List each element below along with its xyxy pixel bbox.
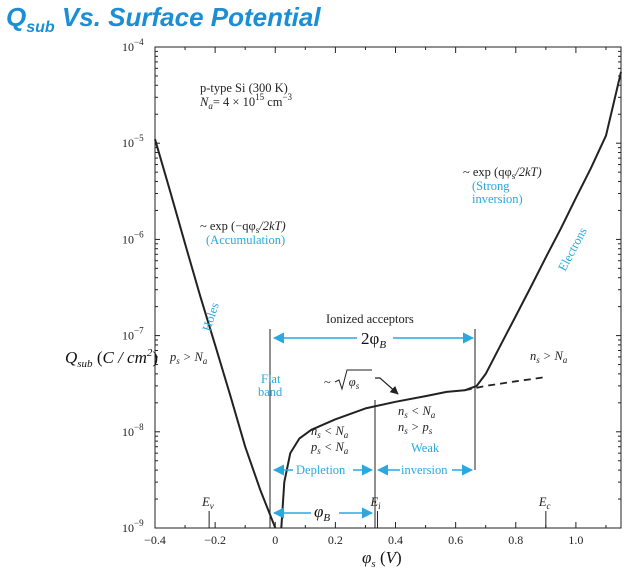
x-tick-label: 0: [272, 533, 278, 547]
material-label: p-type Si (300 K): [200, 81, 288, 95]
slide-title: Qsub Vs. Surface Potential: [6, 2, 321, 37]
depletion-label: Depletion: [296, 463, 346, 477]
dep-line-1: ns < Na: [311, 424, 349, 440]
plot-frame: [154, 46, 622, 529]
two-phi-label: 2φB: [361, 329, 386, 351]
electrons-label: Electrons: [555, 225, 590, 273]
x-tick-label: 0.8: [508, 533, 523, 547]
x-tick-label: −0.4: [144, 533, 166, 547]
ns-gt-na: ns > Na: [530, 349, 568, 365]
weak-2: inversion: [401, 463, 448, 477]
strong-expr: ~ exp (qφs/2kT): [463, 165, 542, 181]
band-marker-label: Ec: [538, 495, 551, 511]
sqrt-symbol: [334, 369, 372, 391]
y-tick-label: 10−6: [122, 229, 144, 246]
title-q: Q: [6, 2, 27, 32]
x-tick-label: 0.2: [328, 533, 343, 547]
y-tick-label: 10−7: [122, 326, 144, 343]
accum-label: (Accumulation): [206, 233, 285, 247]
weak-line-1: ns < Na: [398, 404, 436, 420]
flat-1: Flat: [261, 372, 281, 386]
x-tick-label: 0.6: [448, 533, 463, 547]
y-axis-label: Qsub (C / cm2): [65, 347, 158, 370]
strong-2: inversion): [472, 192, 523, 206]
dep-line-2: ps < Na: [310, 440, 349, 456]
ps-gt-na: ps > Na: [169, 350, 208, 366]
curves: [154, 71, 622, 529]
y-tick-label: 10−8: [122, 422, 144, 439]
x-tick-label: −0.2: [204, 533, 226, 547]
ionized-label: Ionized acceptors: [326, 312, 414, 326]
weak-1: Weak: [411, 441, 440, 455]
phi-b-label: φB: [314, 502, 330, 524]
x-tick-label: 1.0: [568, 533, 583, 547]
band-markers: Ev Ei Ec: [201, 495, 550, 528]
weak-line-2: ns > ps: [398, 420, 433, 436]
x-axis-label: φs (V): [362, 548, 402, 570]
flat-2: band: [258, 385, 283, 399]
sqrt-arrow: [375, 377, 399, 395]
x-axis: −0.4 −0.2 0 0.2 0.4 0.6 0.8 1.0: [144, 47, 607, 547]
series-line-1: [280, 71, 622, 529]
strong-1: (Strong: [472, 179, 510, 193]
title-rest: Vs. Surface Potential: [54, 2, 321, 32]
y-tick-label: 10−4: [122, 37, 144, 54]
y-tick-label: 10−5: [122, 133, 144, 150]
sqrt-label: ~ φs: [324, 375, 360, 391]
series-line-0: [154, 138, 277, 529]
x-tick-label: 0.4: [388, 533, 403, 547]
title-sub: sub: [26, 19, 55, 37]
y-tick-label: 10−9: [122, 518, 144, 535]
doping-label: Na= 4 × 1015 cm−3: [199, 92, 293, 111]
band-marker-label: Ev: [201, 495, 214, 511]
series-line-2: [464, 376, 546, 392]
accum-expr: ~ exp (−qφs/2kT): [200, 219, 286, 235]
